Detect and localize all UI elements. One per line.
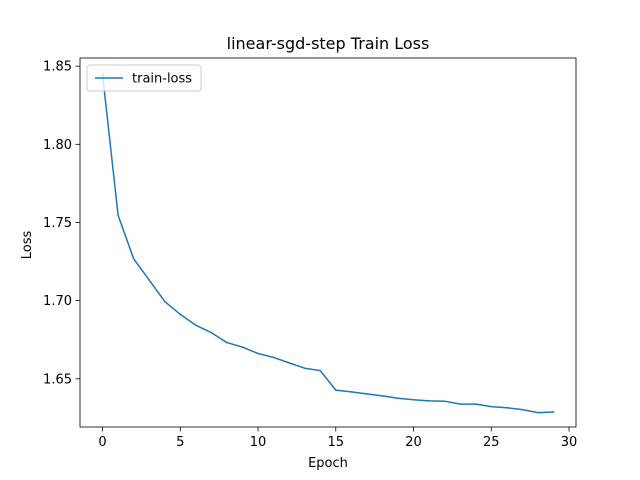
x-tick-label: 25 — [483, 435, 500, 450]
x-tick-label: 30 — [561, 435, 578, 450]
data-point — [195, 324, 197, 326]
chart-title: linear-sgd-step Train Loss — [227, 34, 430, 53]
x-tick-label: 20 — [405, 435, 422, 450]
data-point — [257, 352, 259, 355]
series-line-train-loss — [101, 73, 555, 414]
data-point — [148, 279, 150, 281]
data-point — [521, 408, 524, 411]
data-point — [241, 346, 244, 348]
y-tick-label: 1.65 — [43, 372, 72, 387]
x-tick-label: 10 — [250, 435, 267, 450]
data-point — [412, 399, 415, 401]
data-point — [443, 400, 446, 402]
data-point — [117, 214, 119, 217]
x-axis-label: Epoch — [308, 456, 348, 471]
data-point — [303, 367, 306, 369]
data-point — [226, 341, 228, 344]
data-point — [335, 389, 337, 391]
data-point — [506, 407, 508, 409]
x-tick-label: 5 — [176, 435, 184, 450]
data-point — [210, 331, 213, 334]
data-point — [537, 411, 539, 414]
data-point — [319, 369, 321, 372]
data-point — [474, 403, 477, 405]
data-point — [459, 403, 461, 405]
data-point — [366, 393, 368, 395]
y-tick-label: 1.70 — [43, 294, 72, 309]
data-point — [288, 362, 290, 364]
data-point — [132, 258, 135, 260]
legend-box — [86, 64, 202, 92]
y-tick-label: 1.80 — [43, 138, 72, 153]
data-point — [163, 300, 166, 303]
data-point — [428, 400, 430, 402]
data-point — [490, 405, 493, 408]
y-tick-label: 1.85 — [43, 60, 72, 75]
y-axis-label: Loss — [20, 231, 35, 260]
data-point — [397, 397, 399, 399]
legend-label: train-loss — [132, 72, 192, 87]
plot-frame — [79, 57, 577, 428]
y-tick-label: 1.75 — [43, 216, 72, 231]
data-point — [381, 395, 384, 397]
data-point — [350, 391, 353, 393]
x-tick-label: 15 — [328, 435, 345, 450]
x-tick-label: 0 — [98, 435, 106, 450]
data-point — [552, 411, 555, 413]
data-point — [179, 313, 182, 316]
data-point — [272, 356, 275, 359]
